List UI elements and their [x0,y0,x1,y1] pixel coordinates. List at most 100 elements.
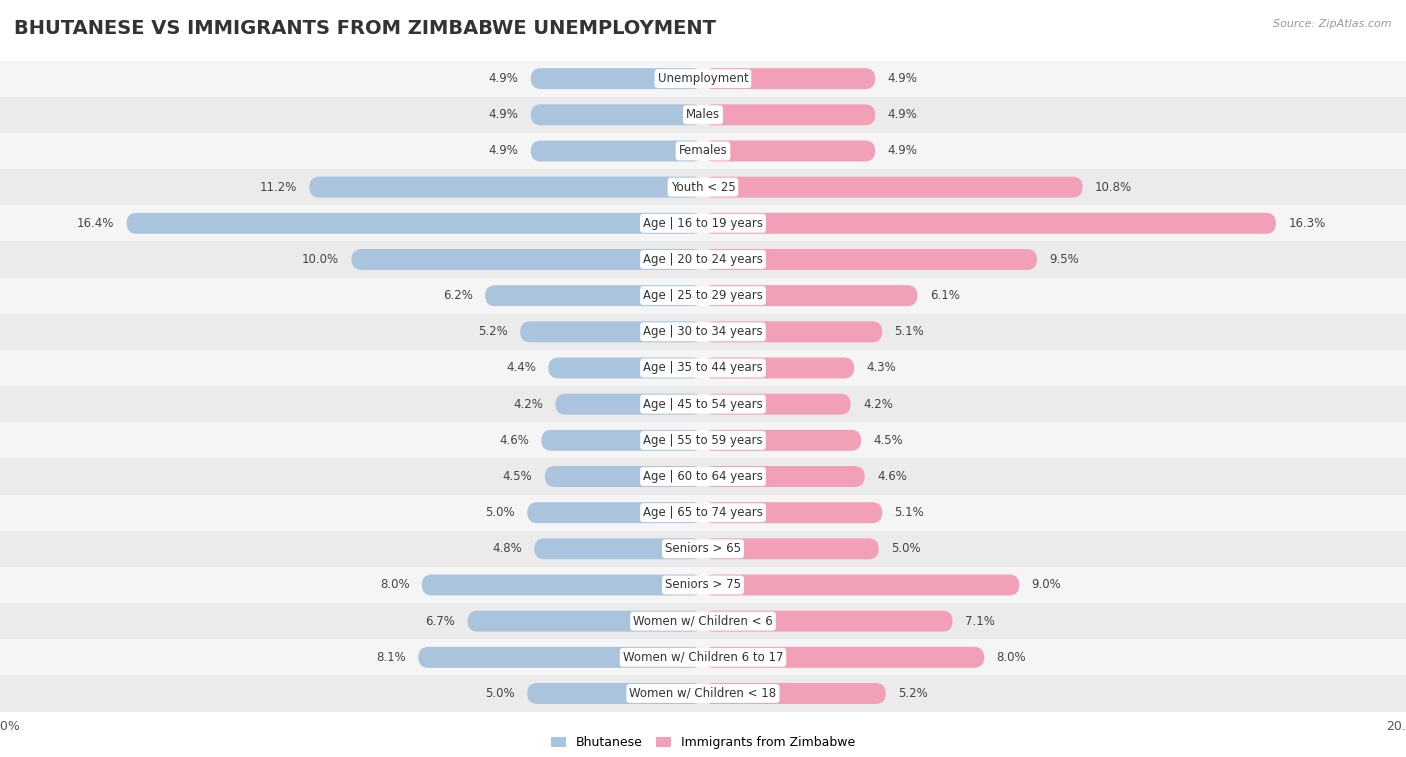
Text: Males: Males [686,108,720,121]
FancyBboxPatch shape [534,538,703,559]
Text: Age | 30 to 34 years: Age | 30 to 34 years [643,326,763,338]
FancyBboxPatch shape [309,176,703,198]
Text: 5.1%: 5.1% [894,326,924,338]
FancyBboxPatch shape [520,321,703,342]
FancyBboxPatch shape [703,394,851,415]
FancyBboxPatch shape [703,249,1038,270]
FancyBboxPatch shape [703,285,917,306]
Text: Seniors > 65: Seniors > 65 [665,542,741,556]
Text: Age | 45 to 54 years: Age | 45 to 54 years [643,397,763,410]
Text: 6.1%: 6.1% [929,289,959,302]
Text: 5.0%: 5.0% [891,542,921,556]
Bar [0,278,1406,313]
Text: Age | 55 to 59 years: Age | 55 to 59 years [643,434,763,447]
FancyBboxPatch shape [485,285,703,306]
Text: Youth < 25: Youth < 25 [671,181,735,194]
FancyBboxPatch shape [548,357,703,378]
Bar [0,603,1406,639]
FancyBboxPatch shape [422,575,703,596]
Text: Age | 65 to 74 years: Age | 65 to 74 years [643,506,763,519]
FancyBboxPatch shape [546,466,703,487]
Text: 6.7%: 6.7% [426,615,456,628]
Text: BHUTANESE VS IMMIGRANTS FROM ZIMBABWE UNEMPLOYMENT: BHUTANESE VS IMMIGRANTS FROM ZIMBABWE UN… [14,19,716,38]
Text: Source: ZipAtlas.com: Source: ZipAtlas.com [1274,19,1392,29]
Text: 4.4%: 4.4% [506,362,536,375]
Text: Unemployment: Unemployment [658,72,748,85]
Text: 16.3%: 16.3% [1288,217,1326,230]
FancyBboxPatch shape [703,213,1277,234]
FancyBboxPatch shape [555,394,703,415]
Text: Age | 20 to 24 years: Age | 20 to 24 years [643,253,763,266]
Text: 5.1%: 5.1% [894,506,924,519]
Bar [0,567,1406,603]
Text: 4.5%: 4.5% [503,470,533,483]
FancyBboxPatch shape [527,502,703,523]
Text: 9.5%: 9.5% [1049,253,1078,266]
FancyBboxPatch shape [703,430,860,451]
Bar [0,639,1406,675]
Text: 5.0%: 5.0% [485,506,515,519]
Text: 16.4%: 16.4% [77,217,114,230]
FancyBboxPatch shape [467,611,703,631]
Text: 5.2%: 5.2% [478,326,508,338]
FancyBboxPatch shape [703,176,1083,198]
FancyBboxPatch shape [541,430,703,451]
FancyBboxPatch shape [703,141,875,161]
Text: Women w/ Children < 6: Women w/ Children < 6 [633,615,773,628]
Text: Women w/ Children < 18: Women w/ Children < 18 [630,687,776,700]
Bar [0,531,1406,567]
Text: 8.0%: 8.0% [997,651,1026,664]
FancyBboxPatch shape [703,466,865,487]
Legend: Bhutanese, Immigrants from Zimbabwe: Bhutanese, Immigrants from Zimbabwe [546,731,860,754]
Bar [0,350,1406,386]
Bar [0,133,1406,169]
Text: 8.0%: 8.0% [380,578,409,591]
FancyBboxPatch shape [352,249,703,270]
Text: 4.6%: 4.6% [499,434,529,447]
FancyBboxPatch shape [703,104,875,126]
Text: 4.9%: 4.9% [887,72,917,85]
Text: 5.2%: 5.2% [898,687,928,700]
Bar [0,422,1406,459]
Text: 10.8%: 10.8% [1095,181,1132,194]
Text: 4.9%: 4.9% [489,108,519,121]
Text: 11.2%: 11.2% [260,181,297,194]
Bar [0,241,1406,278]
FancyBboxPatch shape [419,646,703,668]
Bar [0,169,1406,205]
Bar [0,459,1406,494]
FancyBboxPatch shape [703,502,883,523]
Text: Age | 35 to 44 years: Age | 35 to 44 years [643,362,763,375]
Text: 4.2%: 4.2% [863,397,893,410]
Text: Age | 60 to 64 years: Age | 60 to 64 years [643,470,763,483]
Text: Women w/ Children 6 to 17: Women w/ Children 6 to 17 [623,651,783,664]
FancyBboxPatch shape [703,611,953,631]
Text: 4.3%: 4.3% [866,362,896,375]
FancyBboxPatch shape [703,538,879,559]
FancyBboxPatch shape [703,357,855,378]
Bar [0,313,1406,350]
Bar [0,205,1406,241]
Bar [0,675,1406,712]
FancyBboxPatch shape [531,104,703,126]
Bar [0,386,1406,422]
FancyBboxPatch shape [531,141,703,161]
Text: 4.9%: 4.9% [887,145,917,157]
FancyBboxPatch shape [703,683,886,704]
Text: 4.2%: 4.2% [513,397,543,410]
FancyBboxPatch shape [703,321,883,342]
FancyBboxPatch shape [127,213,703,234]
Text: 9.0%: 9.0% [1032,578,1062,591]
Text: 6.2%: 6.2% [443,289,472,302]
Text: 4.5%: 4.5% [873,434,903,447]
Text: Females: Females [679,145,727,157]
Text: 8.1%: 8.1% [377,651,406,664]
Text: Age | 25 to 29 years: Age | 25 to 29 years [643,289,763,302]
FancyBboxPatch shape [527,683,703,704]
FancyBboxPatch shape [703,646,984,668]
Text: 4.9%: 4.9% [489,145,519,157]
Text: Age | 16 to 19 years: Age | 16 to 19 years [643,217,763,230]
FancyBboxPatch shape [531,68,703,89]
Bar [0,494,1406,531]
Text: 4.8%: 4.8% [492,542,522,556]
